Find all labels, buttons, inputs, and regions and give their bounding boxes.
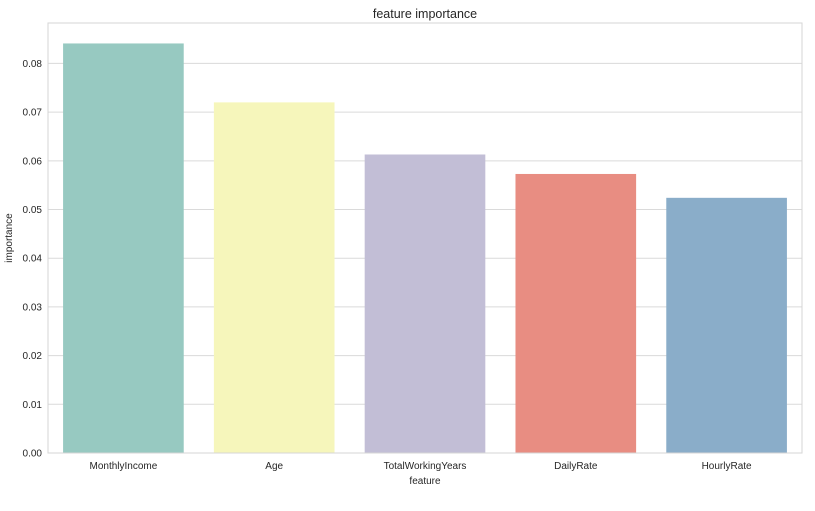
y-tick-label: 0.08	[23, 59, 43, 70]
x-tick-label: TotalWorkingYears	[384, 461, 467, 472]
x-tick-label: HourlyRate	[702, 461, 752, 472]
y-tick-label: 0.07	[23, 108, 43, 119]
bar-totalworkingyears	[364, 154, 486, 453]
y-tick-label: 0.04	[23, 254, 43, 265]
x-axis-label: feature	[409, 476, 441, 487]
bar-dailyrate	[515, 173, 637, 453]
plot-area-frame	[47, 22, 803, 454]
y-tick-label: 0.05	[23, 205, 43, 216]
y-tick-label: 0.06	[23, 156, 43, 167]
bars	[63, 43, 787, 453]
x-tick-label: DailyRate	[554, 461, 598, 472]
bar-monthlyincome	[63, 43, 184, 453]
y-tick-label: 0.03	[23, 302, 43, 313]
y-tick-label: 0.00	[23, 449, 43, 460]
y-tick-label: 0.01	[23, 400, 43, 411]
x-tick-label: Age	[265, 461, 283, 472]
chart-title: feature importance	[373, 7, 477, 21]
x-tick-label: MonthlyIncome	[89, 461, 157, 472]
y-tick-labels: 0.00 0.01 0.02 0.03 0.04 0.05 0.06 0.07 0.08	[23, 59, 43, 460]
bar-hourlyrate	[666, 197, 787, 453]
y-axis-label: importance	[4, 213, 15, 263]
y-tick-label: 0.02	[23, 351, 43, 362]
bar-age	[213, 102, 335, 453]
x-tick-labels: MonthlyIncome Age TotalWorkingYears DailyRa…	[89, 461, 752, 472]
